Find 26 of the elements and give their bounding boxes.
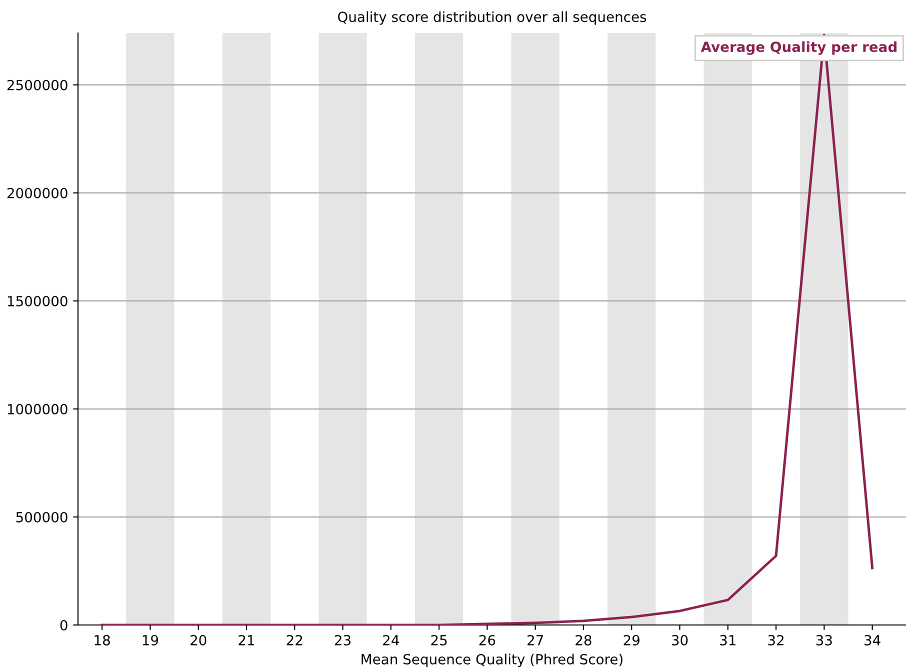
x-tick-label: 34 [864, 634, 880, 646]
chart-title: Quality score distribution over all sequences [338, 11, 646, 25]
series-label: Average Quality per read [700, 41, 896, 55]
x-axis-title: Mean Sequence Quality (Phred Score) [362, 654, 622, 668]
y-tick-label: 0 [60, 620, 68, 630]
x-tick-label: 29 [624, 634, 640, 646]
y-tick-label: 1000000 [8, 404, 68, 414]
y-tick-label: 500000 [16, 512, 68, 522]
x-tick-label: 18 [94, 634, 110, 646]
x-tick-label: 20 [190, 634, 206, 646]
x-tick-label: 26 [479, 634, 496, 646]
x-tick-label: 23 [334, 634, 350, 646]
x-tick-label: 33 [816, 634, 832, 646]
x-tick-label: 24 [383, 634, 399, 646]
y-tick-label: 2000000 [7, 188, 68, 198]
x-tick-label: 22 [286, 634, 302, 646]
x-tick-label: 25 [431, 634, 447, 646]
x-tick-label: 28 [576, 634, 592, 646]
x-tick-label: 21 [238, 634, 254, 646]
x-tick-label: 30 [672, 634, 688, 646]
x-tick-label: 32 [768, 634, 784, 646]
y-tick-label: 1500000 [8, 296, 68, 306]
x-tick-label: 19 [142, 634, 158, 646]
x-tick-label: 27 [528, 634, 543, 646]
y-tick-label: 2500000 [7, 80, 68, 90]
x-tick-label: 31 [720, 634, 736, 646]
